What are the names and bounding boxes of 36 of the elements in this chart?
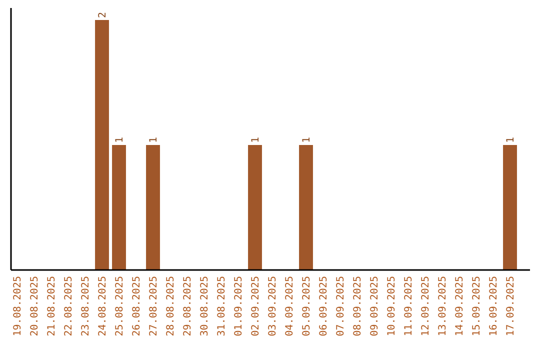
x-tick-label: 22.08.2025	[64, 276, 74, 336]
x-tick-label: 04.09.2025	[284, 276, 296, 336]
x-tick-label: 10.09.2025	[386, 276, 398, 336]
x-tick-label: 16.09.2025	[488, 276, 500, 336]
x-tick-label: 23.08.2025	[80, 276, 92, 336]
x-tick-label: 02.09.2025	[250, 276, 262, 336]
x-tick-label: 05.09.2025	[302, 276, 312, 336]
x-tick-label: 24.08.2025	[98, 276, 108, 336]
x-tick-label: 20.08.2025	[30, 276, 40, 336]
x-tick-label: 25.08.2025	[114, 276, 126, 336]
x-tick-label: 09.09.2025	[370, 276, 380, 336]
x-tick-label: 07.09.2025	[336, 276, 346, 336]
x-tick-label: 19.08.2025	[12, 276, 24, 336]
x-tick-label: 30.08.2025	[200, 276, 210, 336]
x-tick-label: 26.08.2025	[132, 276, 142, 336]
data-label: 1	[114, 136, 126, 143]
data-label: 1	[148, 136, 160, 143]
data-label: 1	[302, 136, 312, 143]
x-tick-label: 08.09.2025	[352, 276, 364, 336]
x-tick-label: 27.08.2025	[148, 276, 160, 336]
x-tick-label: 11.09.2025	[404, 276, 414, 336]
x-tick-label: 17.09.2025	[506, 276, 516, 336]
x-tick-label: 15.09.2025	[472, 276, 482, 336]
data-label: 1	[506, 136, 516, 143]
data-label: 1	[250, 136, 262, 143]
data-label: 2	[98, 12, 108, 18]
x-tick-label: 12.09.2025	[420, 276, 432, 336]
x-tick-label: 21.08.2025	[46, 276, 58, 336]
x-tick-label: 06.09.2025	[318, 276, 330, 336]
x-tick-label: 03.09.2025	[268, 276, 278, 336]
x-tick-label: 14.09.2025	[454, 276, 466, 336]
x-tick-label: 13.09.2025	[438, 276, 448, 336]
x-tick-label: 29.08.2025	[182, 276, 194, 336]
x-tick-label: 28.08.2025	[166, 276, 176, 336]
x-tick-label: 01.09.2025	[234, 276, 244, 336]
x-tick-label: 31.08.2025	[216, 276, 228, 336]
